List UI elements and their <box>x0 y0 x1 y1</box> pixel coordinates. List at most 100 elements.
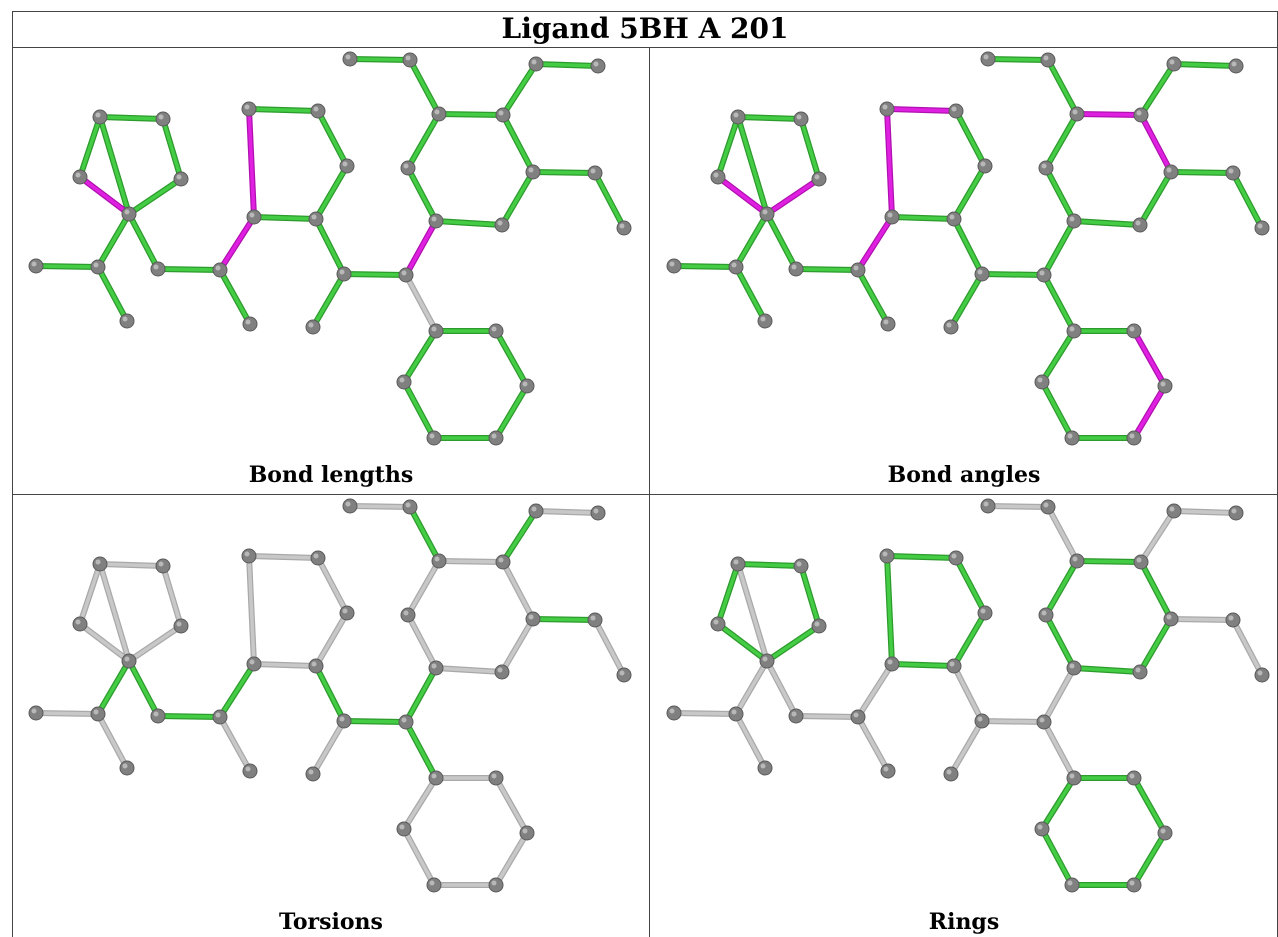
bond <box>252 215 318 221</box>
atom <box>1066 323 1082 339</box>
bond <box>1040 329 1076 384</box>
bond <box>437 112 505 117</box>
atom-highlight <box>1169 506 1175 512</box>
atom <box>246 656 262 672</box>
atom <box>339 605 355 621</box>
figure-title: Ligand 5BH A 201 <box>12 11 1278 48</box>
atom <box>811 618 827 634</box>
atom <box>980 498 996 514</box>
atom-highlight <box>1043 502 1049 508</box>
atom <box>400 160 416 176</box>
atom-highlight <box>619 223 625 229</box>
panel-torsions: Torsions <box>13 495 649 937</box>
bond <box>1169 170 1235 175</box>
atom <box>396 374 412 390</box>
atom <box>980 51 996 67</box>
bond <box>1042 666 1076 724</box>
atom-highlight <box>491 773 497 779</box>
atom <box>710 616 726 632</box>
bond <box>501 113 535 174</box>
atom-highlight <box>1069 663 1075 669</box>
panel-divider-vertical <box>649 48 650 937</box>
bond <box>501 62 538 117</box>
atom-highlight <box>1129 773 1135 779</box>
atom <box>308 658 324 674</box>
bond <box>1231 171 1264 230</box>
bond <box>534 62 600 68</box>
atom <box>1228 58 1244 74</box>
atom <box>339 158 355 174</box>
atom <box>28 705 44 721</box>
panel-rings: Rings <box>650 495 1278 937</box>
atom-highlight <box>531 506 537 512</box>
bond <box>799 564 821 628</box>
bond <box>78 622 131 663</box>
atom <box>884 656 900 672</box>
atom <box>402 499 418 515</box>
atom-highlight <box>311 214 317 220</box>
atom-highlight <box>1067 880 1073 886</box>
atom-highlight <box>762 209 768 215</box>
bond <box>716 115 740 179</box>
atom-highlight <box>313 106 319 112</box>
atom-highlight <box>399 377 405 383</box>
atom-highlight <box>249 659 255 665</box>
atom <box>426 430 442 446</box>
bond <box>408 58 441 116</box>
atom <box>525 164 541 180</box>
atom <box>241 548 257 564</box>
atom-highlight <box>762 656 768 662</box>
atom <box>728 259 744 275</box>
atom-highlight <box>401 270 407 276</box>
atom <box>428 213 444 229</box>
atom <box>336 713 352 729</box>
atom-highlight <box>122 763 128 769</box>
atom <box>28 258 44 274</box>
bond <box>1042 720 1076 780</box>
atom-highlight <box>1043 55 1049 61</box>
bond <box>1231 618 1264 677</box>
atom <box>1157 378 1173 394</box>
bond <box>1075 559 1143 564</box>
panel-bond-angles: Bond angles <box>650 48 1278 494</box>
atom <box>1163 164 1179 180</box>
atom <box>431 106 447 122</box>
panel-bond-lengths: Bond lengths <box>13 48 649 494</box>
bond <box>156 267 222 272</box>
bond <box>218 662 256 719</box>
atom <box>757 313 773 329</box>
bond <box>494 384 529 440</box>
atom <box>943 319 959 335</box>
caption-torsions: Torsions <box>279 909 383 935</box>
atom <box>494 217 510 233</box>
bond <box>736 115 769 216</box>
atom <box>1069 106 1085 122</box>
atom-highlight <box>93 262 99 268</box>
bond <box>1138 617 1173 674</box>
atom <box>336 266 352 282</box>
bond <box>954 556 987 615</box>
atom-highlight <box>590 615 596 621</box>
atom-highlight <box>244 551 250 557</box>
atom <box>759 653 775 669</box>
atom <box>710 169 726 185</box>
bond <box>799 117 821 181</box>
bond <box>314 664 346 723</box>
atom <box>1225 612 1241 628</box>
bond <box>593 618 626 677</box>
atom-highlight <box>153 711 159 717</box>
atom <box>943 766 959 782</box>
bond <box>501 560 535 621</box>
bond <box>986 57 1050 62</box>
bond <box>856 715 890 773</box>
bond <box>161 117 183 181</box>
molecule-bond-lengths <box>28 51 632 446</box>
bond <box>736 562 803 568</box>
atom <box>850 709 866 725</box>
atom <box>587 612 603 628</box>
bond <box>1044 166 1076 223</box>
bond <box>1046 58 1079 116</box>
bond <box>890 215 956 221</box>
bond <box>885 107 958 113</box>
bond <box>311 719 346 776</box>
